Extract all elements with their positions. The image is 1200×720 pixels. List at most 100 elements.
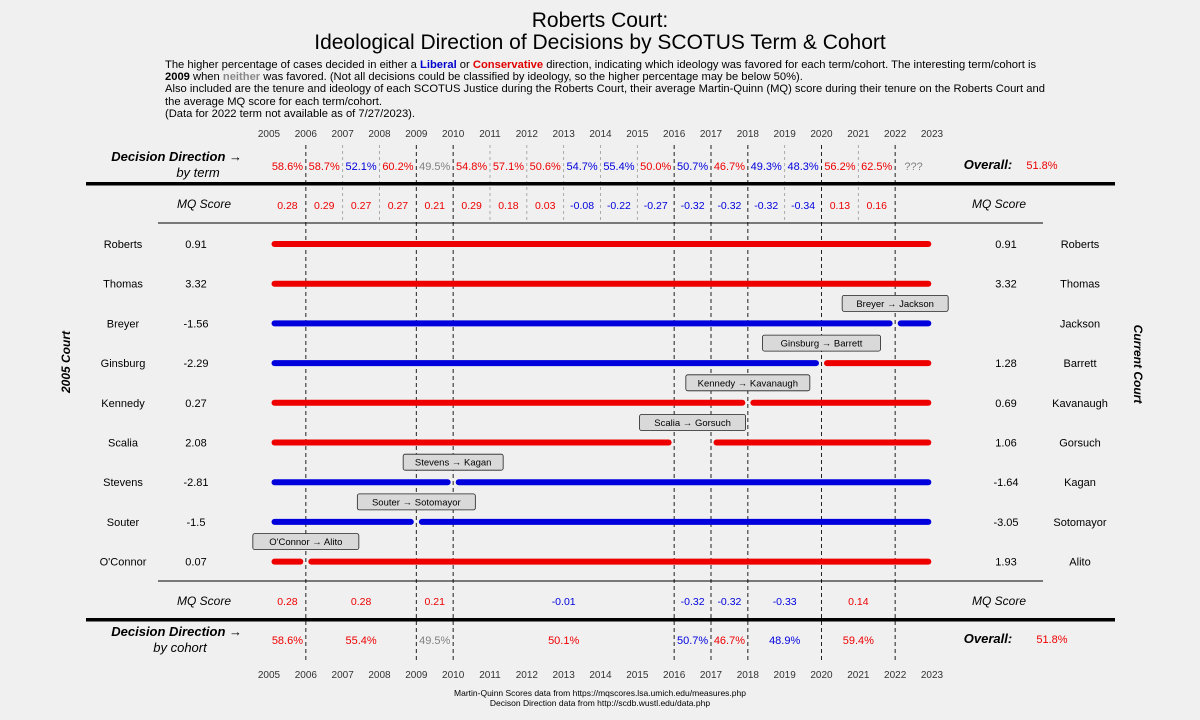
x-tick-bottom-2018: 2018 [737,670,760,681]
x-tick-top-2020: 2020 [810,129,833,140]
term-direction-2009: 49.5% [419,161,450,173]
term-direction-2022: ??? [904,161,922,173]
term-mq-2008: 0.27 [388,200,409,212]
justice-right-mq-stevens: -1.64 [993,477,1018,489]
x-tick-top-2017: 2017 [700,129,723,140]
cohort-mq-0: 0.28 [277,596,298,608]
justice-right-name-kagan: Kagan [1064,477,1096,489]
term-direction-sub: by term [176,165,220,180]
justice-right-name-barrett: Barrett [1063,358,1096,370]
cohort-mq-1: 0.28 [351,596,372,608]
justice-right-mq-souter: -3.05 [993,517,1018,529]
x-tick-bottom-2020: 2020 [810,670,833,681]
transition-box-ginsburg [762,334,881,352]
cohort-mq-7: 0.14 [848,596,869,608]
term-mq-2015: -0.27 [644,200,668,212]
justice-right-name-jackson: Jackson [1060,318,1100,330]
overall-label-top: Overall: [964,157,1012,172]
justice-right-mq-oconnor: 1.93 [995,557,1016,569]
left-axis-title: 2005 Court [59,330,73,394]
term-mq-2007: 0.27 [351,200,372,212]
justice-right-name-roberts: Roberts [1061,239,1100,251]
term-direction-2021: 62.5% [861,161,892,173]
cohort-mq-3: -0.01 [552,596,576,608]
transition-box-souter [356,493,476,511]
x-tick-bottom-2010: 2010 [442,670,465,681]
footer: Martin-Quinn Scores data from https://mq… [0,688,1200,708]
term-direction-2007: 52.1% [345,161,376,173]
x-tick-top-2006: 2006 [295,129,318,140]
cohort-direction-2: 49.5% [419,635,450,647]
x-tick-bottom-2012: 2012 [516,670,539,681]
term-mq-2018: -0.32 [754,200,778,212]
x-tick-top-2022: 2022 [884,129,907,140]
description: The higher percentage of cases decided i… [165,59,1045,120]
year-word: 2009 [165,71,190,84]
justice-left-name-thomas: Thomas [103,279,143,291]
x-tick-top-2021: 2021 [847,129,870,140]
x-tick-top-2023: 2023 [921,129,944,140]
justice-left-mq-ginsburg: -2.29 [183,358,208,370]
term-direction-2015: 50.0% [640,161,671,173]
justice-left-mq-souter: -1.5 [187,517,206,529]
cohort-mq-6: -0.33 [773,596,797,608]
justice-right-mq-kennedy: 0.69 [995,398,1016,410]
transition-box-oconnor [252,533,360,550]
term-direction-2012: 50.6% [530,161,561,173]
x-tick-bottom-2009: 2009 [405,670,428,681]
cohort-mq-4: -0.32 [681,596,705,608]
justice-left-mq-thomas: 3.32 [185,279,206,291]
justice-left-mq-roberts: 0.91 [185,239,206,251]
term-mq-2014: -0.22 [607,200,631,212]
x-tick-bottom-2017: 2017 [700,670,723,681]
x-tick-top-2010: 2010 [442,129,465,140]
term-mq-2017: -0.32 [717,200,741,212]
justice-right-name-kavanaugh: Kavanaugh [1052,398,1108,410]
justice-left-mq-kennedy: 0.27 [185,398,206,410]
x-tick-top-2008: 2008 [368,129,391,140]
term-mq-2016: -0.32 [681,200,705,212]
transition-label-scalia: Scalia → Gorsuch [654,418,731,429]
term-direction-2019: 48.3% [787,161,818,173]
x-tick-bottom-2011: 2011 [479,670,501,681]
term-mq-2021: 0.16 [867,200,888,212]
x-tick-top-2011: 2011 [479,129,501,140]
right-axis-title: Current Court [1131,325,1145,405]
x-tick-top-2014: 2014 [589,129,612,140]
x-tick-top-2016: 2016 [663,129,686,140]
overall-label-bottom: Overall: [964,631,1012,646]
justice-left-mq-breyer: -1.56 [183,318,208,330]
justice-left-name-breyer: Breyer [107,318,140,330]
justice-right-mq-scalia: 1.06 [995,438,1016,450]
cohort-direction-1: 55.4% [345,635,376,647]
term-direction-2016: 50.7% [677,161,708,173]
term-direction-2006: 58.7% [309,161,340,173]
term-direction-2010: 54.8% [456,161,487,173]
x-tick-top-2012: 2012 [516,129,539,140]
term-mq-2013: -0.08 [570,200,594,212]
transition-label-souter: Souter → Sotomayor [372,497,461,508]
chart-title-line1: Roberts Court: [531,9,669,32]
x-tick-bottom-2006: 2006 [295,670,318,681]
overall-value-top: 51.8% [1026,160,1057,172]
term-mq-2005: 0.28 [277,200,298,212]
cohort-mq-label-right: MQ Score [972,594,1026,608]
transition-box-kennedy [685,374,811,392]
footer-source-scdb: Decison Direction data from http://scdb.… [489,698,711,708]
cohort-direction-3: 50.1% [548,635,579,647]
cohort-direction-label: Decision Direction → [111,624,242,639]
term-direction-2008: 60.2% [382,161,413,173]
term-mq-2009: 0.21 [425,200,446,212]
x-tick-top-2005: 2005 [258,129,281,140]
conservative-word: Conservative [472,59,544,71]
cohort-direction-6: 48.9% [769,635,800,647]
cohort-mq-5: -0.32 [717,596,741,608]
term-mq-2020: 0.13 [830,200,851,212]
chart-title-line2: Ideological Direction of Decisions by SC… [314,31,886,54]
term-direction-2013: 54.7% [566,161,597,173]
x-tick-bottom-2022: 2022 [884,670,907,681]
neither-word: neither [222,71,261,84]
term-direction-label: Decision Direction → [111,149,242,164]
cohort-direction-sub: by cohort [153,640,208,655]
term-direction-2005: 58.6% [272,161,303,173]
